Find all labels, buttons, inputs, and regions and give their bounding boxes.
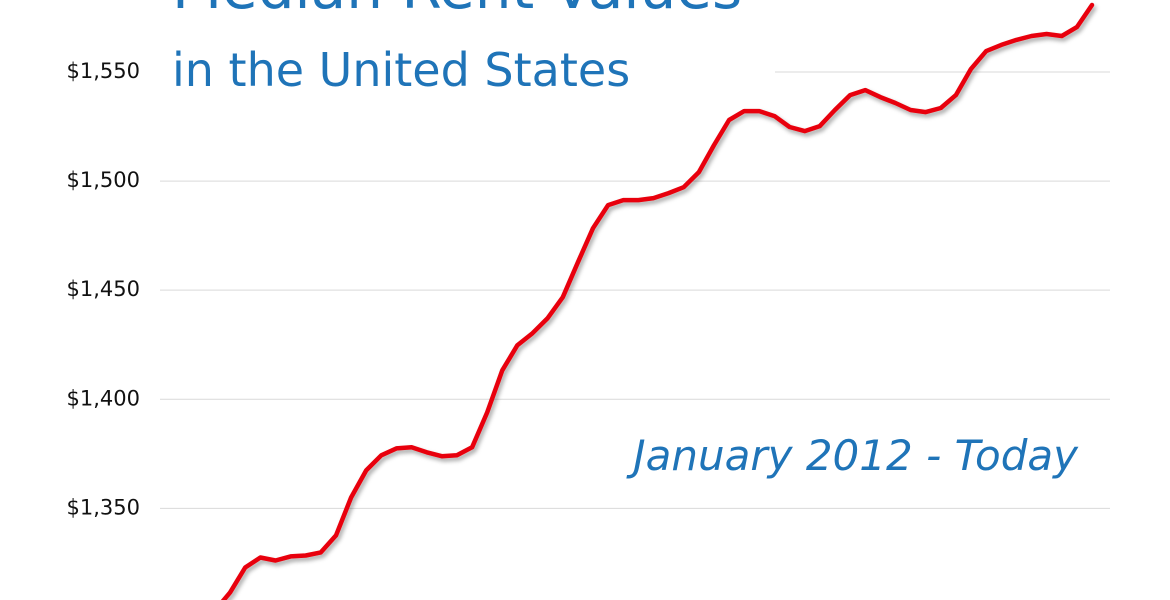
title-backdrop (160, 0, 775, 110)
y-tick-label: $1,550 (67, 59, 140, 83)
annotation: January 2012 - Today (626, 431, 1079, 480)
y-tick-label: $1,500 (67, 168, 140, 192)
y-tick-label: $1,450 (67, 277, 140, 301)
data-line (220, 2, 1095, 600)
y-tick-label: $1,350 (67, 495, 140, 519)
y-tick-label: $1,400 (67, 386, 140, 410)
y-axis: $1,350 $1,400 $1,450 $1,500 $1,550 (67, 59, 140, 519)
chart-title: Median Rent Values (172, 0, 742, 22)
plot (220, 2, 1095, 600)
chart-subtitle: in the United States (172, 43, 630, 97)
